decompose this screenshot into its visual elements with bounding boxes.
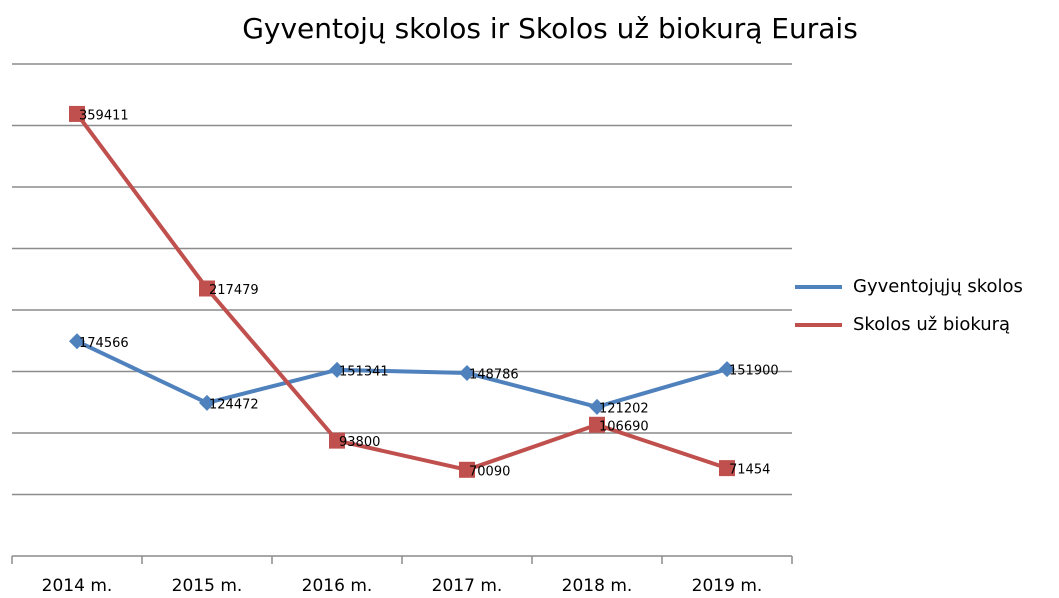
x-tick-label: 2018 m.	[562, 576, 633, 596]
data-label: 124472	[209, 397, 259, 412]
data-label: 93800	[339, 435, 380, 450]
x-tick-label: 2014 m.	[42, 576, 113, 596]
x-tick-label: 2016 m.	[302, 576, 373, 596]
series-line	[76, 339, 728, 409]
chart-title: Gyventojų skolos ir Skolos už biokurą Eu…	[242, 12, 858, 45]
marker	[459, 364, 475, 381]
marker	[719, 361, 735, 378]
data-label: 151341	[339, 364, 389, 379]
data-label: 70090	[469, 464, 510, 479]
marker	[459, 461, 475, 478]
legend-label: Skolos už biokurą	[853, 314, 1010, 335]
data-label: 217479	[209, 283, 259, 298]
marker	[69, 333, 85, 350]
data-label: 359411	[79, 108, 129, 123]
marker	[719, 460, 735, 477]
data-label: 151900	[729, 364, 779, 379]
x-tick-label: 2017 m.	[432, 576, 503, 596]
x-tick-label: 2019 m.	[692, 576, 763, 596]
data-label: 174566	[79, 336, 129, 351]
x-tick-label: 2015 m.	[172, 576, 243, 596]
data-label: 106690	[599, 419, 649, 434]
marker	[199, 394, 215, 411]
data-label: 121202	[599, 401, 649, 416]
data-label: 148786	[469, 367, 519, 382]
marker	[69, 105, 85, 122]
marker	[329, 361, 345, 378]
marker	[329, 432, 345, 449]
marker	[199, 280, 215, 297]
marker	[589, 416, 605, 433]
series-line	[75, 112, 728, 472]
marker	[589, 398, 605, 415]
legend-label: Gyventojųjų skolos	[853, 276, 1023, 297]
data-label: 71454	[729, 463, 770, 478]
